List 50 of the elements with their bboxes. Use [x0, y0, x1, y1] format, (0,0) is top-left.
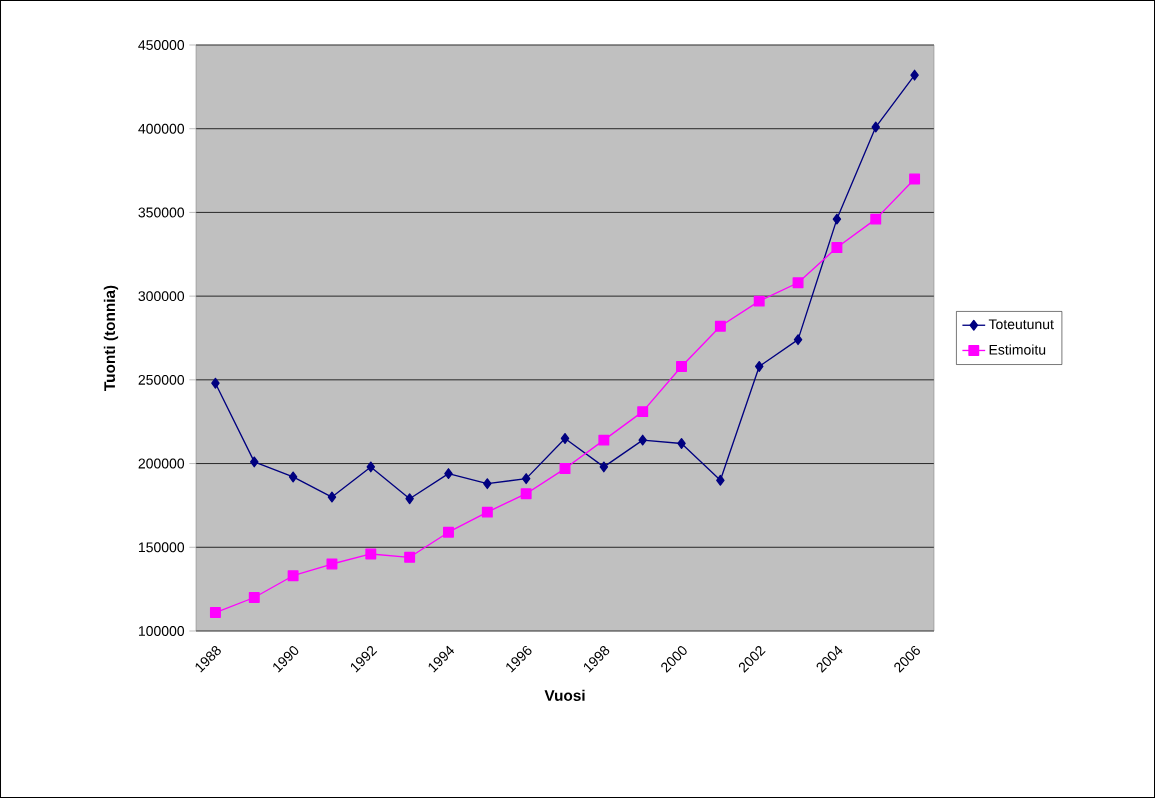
y-tick-label: 150000 [138, 542, 185, 553]
point [831, 242, 843, 254]
point [832, 213, 842, 225]
point [716, 474, 725, 486]
point [483, 478, 492, 490]
point [909, 173, 921, 185]
point [559, 463, 571, 475]
y-tick-label: 400000 [138, 123, 185, 134]
point [250, 456, 259, 468]
y-tick-label: 200000 [138, 458, 185, 469]
x-axis-title: Vuosi [544, 689, 585, 701]
point [248, 592, 260, 603]
point [443, 526, 454, 538]
point [520, 488, 532, 500]
point [481, 506, 493, 518]
point [753, 295, 765, 307]
point [792, 277, 804, 289]
point [598, 434, 610, 446]
point [638, 434, 647, 446]
point [714, 320, 726, 332]
point [677, 437, 686, 449]
point [521, 473, 531, 485]
y-tick-label: 350000 [138, 207, 185, 218]
point [366, 461, 376, 473]
point [405, 493, 414, 505]
y-axis-title: Tuonti (tonnia) [103, 285, 119, 391]
point [287, 570, 299, 582]
y-tick-label: 100000 [138, 626, 185, 636]
point [637, 406, 649, 418]
point [288, 471, 298, 483]
y-tick-label: 300000 [138, 291, 185, 302]
y-tick-label: 250000 [138, 374, 185, 385]
point [327, 491, 337, 503]
point [793, 334, 803, 346]
point [209, 607, 221, 619]
y-tick-label: 450000 [138, 40, 185, 50]
point [871, 121, 881, 133]
legend-label: Toteutunut [988, 319, 1054, 330]
point [870, 213, 882, 225]
point [560, 432, 570, 444]
point [365, 548, 377, 560]
legend-label: Estimoitu [989, 344, 1046, 355]
point [444, 468, 453, 480]
point [910, 69, 919, 81]
point [211, 377, 220, 389]
point [326, 558, 338, 570]
point [599, 461, 609, 473]
point [676, 360, 688, 372]
point [404, 551, 416, 563]
point [754, 360, 764, 372]
